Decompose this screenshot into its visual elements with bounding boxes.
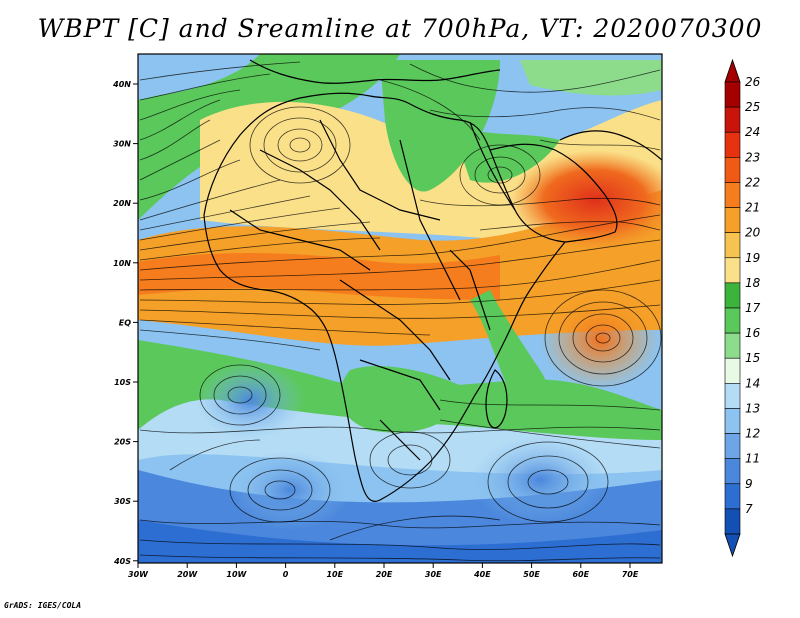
lon-tick-label: 50E <box>523 570 540 579</box>
colorbar-label: 18 <box>745 276 761 290</box>
colorbar-label: 11 <box>745 452 760 466</box>
lon-tick-label: 10E <box>326 570 343 579</box>
lon-tick-label: 70E <box>622 570 639 579</box>
map-panel: 40N 30N 20N 10N EQ 10S 20S 30S 40S 30W 20W 10W 0 10E… <box>112 53 761 579</box>
colorbar-label: 24 <box>745 125 760 139</box>
lon-tick-label: 30E <box>425 570 442 579</box>
colorbar-top-arrow <box>724 58 741 83</box>
colorbar-swatch <box>724 433 741 459</box>
longitude-axis: 30W 20W 10W 0 10E 20E 30E 40E 50E 60E 70E <box>128 563 639 579</box>
colorbar-label: 14 <box>745 376 760 390</box>
colorbar-label: 22 <box>745 175 760 189</box>
lat-tick-label: 30N <box>113 140 131 149</box>
colorbar-label: 17 <box>745 301 761 315</box>
colorbar-swatch <box>724 508 741 535</box>
lat-tick-label: 10S <box>114 378 131 387</box>
lon-tick-label: 40E <box>473 570 491 579</box>
map-title: WBPT [C] and Sreamline at 700hPa, VT: 20… <box>37 14 763 43</box>
colorbar-swatch <box>724 131 741 158</box>
colorbar-label: 19 <box>745 251 760 265</box>
latitude-axis: 40N 30N 20N 10N EQ 10S 20S 30S 40S <box>112 80 138 566</box>
lat-tick-label: 40N <box>112 80 131 89</box>
lat-tick-label: 20S <box>114 438 131 447</box>
colorbar: 26 25 24 23 22 21 20 19 18 17 16 15 14 13 12 11 9 7 <box>724 58 761 558</box>
lon-tick-label: 60E <box>572 570 589 579</box>
colorbar-swatch <box>724 408 741 434</box>
lon-tick-label: 30W <box>128 570 149 579</box>
lat-tick-label: EQ <box>119 318 131 327</box>
colorbar-swatch <box>724 483 741 510</box>
colorbar-bottom-arrow <box>724 533 741 558</box>
lat-tick-label: 30S <box>114 497 131 506</box>
colorbar-swatch <box>724 157 741 183</box>
colorbar-label: 26 <box>745 75 761 89</box>
colorbar-label: 12 <box>745 427 760 441</box>
colorbar-swatch <box>724 307 741 334</box>
colorbar-swatch <box>724 282 741 309</box>
wbpt-field <box>138 54 662 563</box>
colorbar-label: 9 <box>745 477 753 491</box>
map-frame <box>137 53 663 564</box>
lat-tick-label: 40S <box>113 557 131 566</box>
colorbar-swatch <box>724 332 741 359</box>
colorbar-label: 21 <box>745 201 760 215</box>
colorbar-swatch <box>724 182 741 208</box>
lon-tick-label: 20W <box>177 570 198 579</box>
colorbar-label: 16 <box>745 326 761 340</box>
lat-tick-label: 10N <box>113 259 131 268</box>
colorbar-swatch <box>724 81 741 108</box>
streamlines <box>139 61 662 562</box>
colorbar-label: 25 <box>745 100 760 114</box>
coastlines <box>203 59 662 502</box>
lon-tick-label: 10W <box>226 570 247 579</box>
colorbar-label: 7 <box>745 502 753 516</box>
colorbar-swatch <box>724 232 741 259</box>
colorbar-label: 23 <box>745 150 760 164</box>
lat-tick-label: 20N <box>113 199 131 208</box>
colorbar-swatch <box>724 383 741 409</box>
colorbar-label: 15 <box>745 351 760 365</box>
lon-tick-label: 20E <box>376 570 393 579</box>
colorbar-swatch <box>724 257 741 284</box>
credit-label: GrADS: IGES/COLA <box>4 601 82 610</box>
colorbar-swatch <box>724 207 741 233</box>
colorbar-swatch <box>724 357 741 384</box>
colorbar-swatch <box>724 106 741 133</box>
colorbar-label: 20 <box>745 226 761 240</box>
colorbar-swatch <box>724 458 741 485</box>
colorbar-label: 13 <box>745 401 760 415</box>
lon-tick-label: 0 <box>283 570 289 579</box>
